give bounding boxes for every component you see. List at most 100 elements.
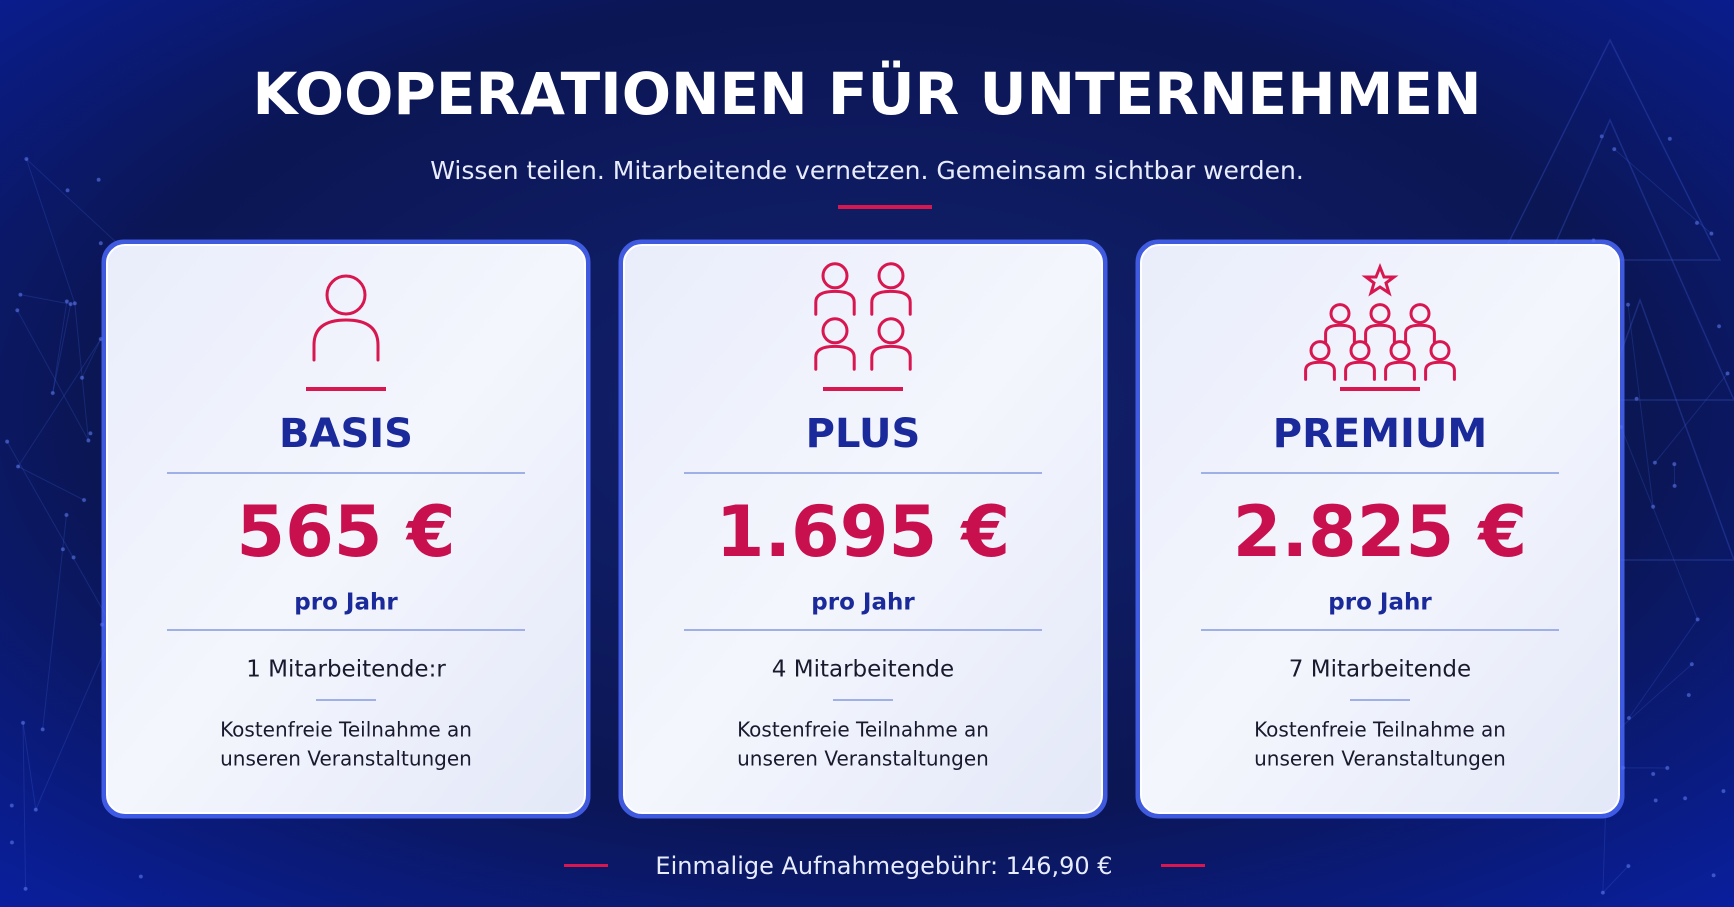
network-line xyxy=(52,304,72,394)
plan-note: unseren Veranstaltungen xyxy=(737,747,989,771)
icon-head xyxy=(1329,303,1351,325)
network-dot xyxy=(72,301,78,306)
icon-star xyxy=(1361,262,1399,297)
network-dot xyxy=(81,497,87,503)
icon-body xyxy=(1384,360,1416,381)
icon-base xyxy=(1340,387,1420,391)
icon-body xyxy=(1364,323,1396,344)
network-line xyxy=(17,466,85,501)
accent-dash xyxy=(1161,864,1205,867)
network-dot xyxy=(1634,396,1639,402)
network-dot xyxy=(1694,220,1700,226)
network-dot xyxy=(1611,146,1617,152)
network-dot xyxy=(1709,231,1714,236)
network-line xyxy=(1654,373,1728,463)
plan-note: unseren Veranstaltungen xyxy=(1254,747,1506,771)
network-dot xyxy=(64,512,69,518)
network-line xyxy=(20,294,71,305)
network-dot xyxy=(96,177,101,183)
network-dot xyxy=(9,803,15,808)
network-dot xyxy=(71,555,76,560)
icon-head xyxy=(821,317,849,345)
network-line xyxy=(1613,148,1712,234)
icon-head xyxy=(1309,340,1331,362)
title: KOOPERATIONEN FÜR UNTERNEHMEN xyxy=(252,59,1481,128)
network-dot xyxy=(138,874,144,879)
network-dot xyxy=(40,727,45,732)
network-dot xyxy=(15,464,21,469)
network-dot xyxy=(98,240,104,246)
icon-body xyxy=(814,344,856,371)
plan-period: pro Jahr xyxy=(294,590,398,616)
network-line xyxy=(6,441,115,630)
subtitle: Wissen teilen. Mitarbeitende vernetzen. … xyxy=(430,156,1304,185)
network-dot xyxy=(1672,483,1677,489)
network-dot xyxy=(60,546,66,552)
icon-body xyxy=(870,344,912,371)
network-dot xyxy=(1653,798,1659,803)
icon-head xyxy=(1349,340,1371,362)
icon-head xyxy=(877,262,905,290)
plan-note: Kostenfreie Teilnahme an xyxy=(737,718,989,742)
plan-period: pro Jahr xyxy=(1328,590,1432,616)
icon-head xyxy=(1369,303,1391,325)
network-dot xyxy=(9,840,15,845)
plan-price: 2.825 € xyxy=(1233,491,1528,573)
accent-line xyxy=(838,205,932,209)
icon-head xyxy=(877,317,905,345)
network-line xyxy=(74,303,89,441)
network-dot xyxy=(86,438,91,443)
plan-icon xyxy=(312,274,380,362)
network-line xyxy=(22,722,37,810)
card xyxy=(1140,244,1620,814)
network-dot xyxy=(24,156,29,162)
network-dot xyxy=(68,301,73,307)
card-glow xyxy=(1135,239,1625,819)
network-dot xyxy=(23,886,28,892)
icon-head xyxy=(1429,340,1451,362)
plan-icon xyxy=(814,262,912,371)
network-line xyxy=(1627,304,1654,507)
plan-card: BASIS 565 € pro Jahr 1 Mitarbeitende:r Koste… xyxy=(101,239,591,819)
plan-members: 4 Mitarbeitende xyxy=(772,657,954,683)
icon-base xyxy=(306,387,386,391)
network-line xyxy=(52,301,68,394)
network-dot xyxy=(1600,890,1606,895)
plan-name: PLUS xyxy=(806,411,921,457)
network-dot xyxy=(1686,692,1692,698)
network-dot xyxy=(50,390,56,396)
plan-name: BASIS xyxy=(279,411,413,457)
network-dot xyxy=(79,375,85,381)
icon-body xyxy=(312,318,380,362)
network-dot xyxy=(1711,873,1716,878)
icon-body xyxy=(1404,323,1436,344)
icon-body xyxy=(1304,360,1336,381)
network-line xyxy=(17,338,102,467)
network-dot xyxy=(1599,134,1605,139)
network-dot xyxy=(4,439,10,444)
footer-text: Einmalige Aufnahmegebühr: 146,90 € xyxy=(655,852,1112,880)
plan-period: pro Jahr xyxy=(811,590,915,616)
network-line xyxy=(1620,426,1699,620)
plan-card: PREMIUM 2.825 € pro Jahr 7 Mitarbeitende Kos… xyxy=(1135,239,1625,819)
network-line xyxy=(25,158,76,304)
network-dot xyxy=(1682,795,1688,801)
network-dot xyxy=(15,308,20,313)
plan-name: PREMIUM xyxy=(1273,411,1487,457)
network-line xyxy=(81,338,102,378)
accent-dash xyxy=(564,864,608,867)
network-dot xyxy=(1667,136,1673,142)
icon-body xyxy=(1424,360,1456,381)
network-dot xyxy=(20,720,26,726)
network-dot xyxy=(64,299,70,304)
network-dot xyxy=(1721,788,1726,794)
network-dot xyxy=(1625,302,1631,307)
icon-base xyxy=(823,387,903,391)
network-dot xyxy=(1716,323,1722,329)
icon-head xyxy=(325,274,367,316)
icon-body xyxy=(814,289,856,316)
network-line xyxy=(1602,865,1629,893)
network-dot xyxy=(1665,765,1670,771)
network-line xyxy=(35,629,115,810)
